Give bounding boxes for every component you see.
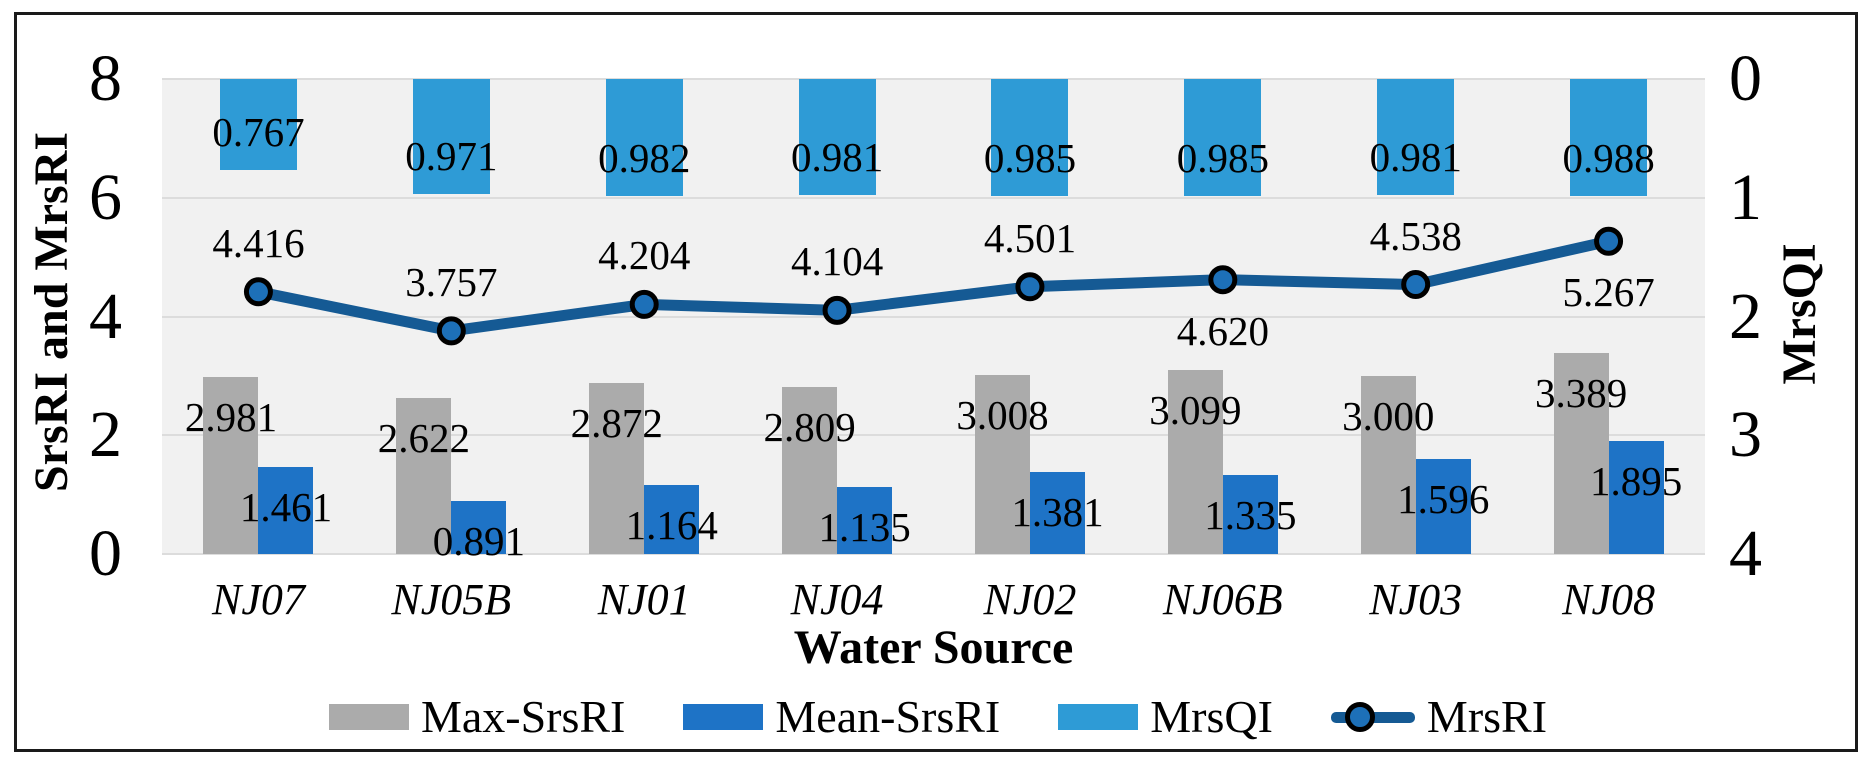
gridline: [162, 78, 1705, 80]
mean-srsri-data-label: 1.381: [1011, 489, 1104, 535]
x-category-label: NJ03: [1369, 575, 1463, 624]
right-axis-tick-label: 2: [1729, 279, 1762, 353]
mrsqi-data-label: 0.982: [598, 134, 691, 181]
mean-srsri-bar: [451, 501, 507, 554]
left-axis-tick-label: 4: [89, 279, 122, 353]
legend-item-mean-srsri: Mean-SrsRI: [683, 694, 1000, 740]
x-category-label: NJ06B: [1162, 575, 1283, 624]
mean-srsri-bar: [644, 484, 700, 554]
max-srsri-data-label: 2.809: [763, 404, 856, 451]
left-axis-tick-label: 0: [89, 517, 122, 590]
max-srsri-data-label: 3.008: [956, 392, 1049, 439]
legend-label: Mean-SrsRI: [775, 691, 1001, 742]
legend-line-marker-icon: [1330, 702, 1415, 732]
mean-srsri-data-label: 0.891: [432, 518, 525, 565]
mrsqi-data-label: 0.988: [1562, 135, 1655, 182]
legend-item-max-srsri: Max-SrsRI: [328, 691, 626, 742]
mrsqi-data-label: 0.985: [983, 134, 1077, 181]
x-category-label: NJ01: [597, 575, 691, 624]
max-srsri-data-label: 2.981: [184, 394, 278, 440]
mrsqi-bar: [1377, 79, 1455, 196]
right-axis-tick-label: 3: [1729, 398, 1762, 472]
legend-label: Max-SrsRI: [420, 691, 626, 742]
gridline: [162, 315, 1705, 318]
mean-srsri-bar: [1608, 441, 1664, 554]
mean-srsri-bar: [1415, 459, 1471, 554]
legend-item-mrsri: MrsRI: [1330, 691, 1548, 742]
x-category-label: NJ07: [211, 575, 305, 624]
left-axis-tick-label: 2: [89, 398, 122, 472]
mean-srsri-bar: [837, 486, 893, 554]
mrsqi-bar: [991, 79, 1069, 196]
mean-srsri-data-label: 1.135: [818, 503, 911, 550]
legend-item-mrsqi: MrsQI: [1058, 694, 1273, 740]
legend-swatch-mean-srsri: [683, 704, 764, 730]
x-category-label: NJ08: [1562, 575, 1656, 624]
mrsri-data-label: 4.104: [790, 238, 884, 285]
x-category-label: NJ02: [983, 575, 1077, 624]
mean-srsri-data-label: 1.164: [625, 501, 718, 548]
mrsqi-bar: [412, 79, 490, 195]
right-axis-tick-label: 1: [1729, 160, 1762, 234]
x-axis-title: Water Source: [793, 621, 1074, 674]
mean-srsri-data-label: 1.335: [1204, 491, 1297, 538]
left-axis-tick-label: 8: [89, 42, 122, 115]
max-srsri-data-label: 3.000: [1342, 392, 1435, 439]
legend-label: MrsRI: [1426, 691, 1548, 742]
legend-label: MrsQI: [1150, 691, 1273, 742]
max-srsri-data-label: 3.099: [1149, 386, 1242, 433]
max-srsri-data-label: 2.872: [570, 400, 663, 447]
max-srsri-bar: [589, 383, 645, 554]
mrsri-data-label: 4.204: [598, 232, 691, 279]
mrsri-data-label: 5.267: [1562, 269, 1655, 316]
x-category-label: NJ04: [790, 575, 884, 624]
gridline: [162, 196, 1705, 199]
mean-srsri-bar: [1029, 472, 1085, 554]
left-axis-title: SrsRI and MrsRI: [25, 131, 78, 493]
mrsqi-bar: [605, 79, 683, 196]
mrsri-data-label: 4.538: [1369, 212, 1462, 259]
mean-srsri-bar: [1222, 474, 1278, 554]
mrsqi-bar: [1570, 79, 1648, 197]
max-srsri-data-label: 3.389: [1534, 369, 1628, 416]
max-srsri-bar: [1553, 352, 1609, 554]
chart-legend: Max-SrsRI Mean-SrsRI MrsQI MrsRI: [0, 694, 1876, 740]
max-srsri-bar: [1167, 369, 1223, 554]
max-srsri-bar: [396, 398, 452, 554]
max-srsri-bar: [1360, 375, 1416, 554]
max-srsri-data-label: 2.622: [377, 415, 470, 462]
mrsqi-data-label: 0.971: [405, 133, 498, 180]
mrsqi-bar: [1184, 79, 1262, 196]
gridline: [162, 434, 1705, 437]
mean-srsri-bar: [258, 467, 314, 554]
mean-srsri-data-label: 1.461: [239, 484, 333, 531]
left-axis-tick-label: 6: [89, 160, 122, 234]
x-category-label: NJ05B: [391, 575, 512, 624]
mrsri-data-label: 4.416: [212, 219, 305, 266]
mrsri-data-label: 3.757: [405, 258, 498, 305]
legend-swatch-mrsqi: [1058, 704, 1139, 730]
right-axis-title: MrsQI: [1773, 243, 1826, 385]
mrsqi-bar: [219, 79, 297, 171]
mrsqi-data-label: 0.767: [212, 109, 305, 156]
mrsqi-data-label: 0.985: [1176, 134, 1269, 181]
right-axis-tick-label: 0: [1729, 42, 1762, 115]
right-axis-tick-label: 4: [1729, 517, 1762, 590]
max-srsri-bar: [203, 377, 259, 554]
gridline: [162, 553, 1705, 555]
mean-srsri-data-label: 1.596: [1397, 476, 1490, 523]
legend-marker-dot: [1344, 702, 1375, 732]
mrsqi-data-label: 0.981: [1369, 134, 1462, 181]
legend-swatch-max-srsri: [328, 704, 409, 730]
max-srsri-bar: [782, 387, 838, 554]
mean-srsri-data-label: 1.895: [1589, 458, 1683, 505]
mrsri-data-label: 4.501: [983, 214, 1077, 261]
mrsqi-bar: [798, 79, 876, 196]
max-srsri-bar: [974, 375, 1030, 554]
mrsri-data-label: 4.620: [1176, 307, 1269, 354]
mrsqi-data-label: 0.981: [790, 134, 884, 181]
